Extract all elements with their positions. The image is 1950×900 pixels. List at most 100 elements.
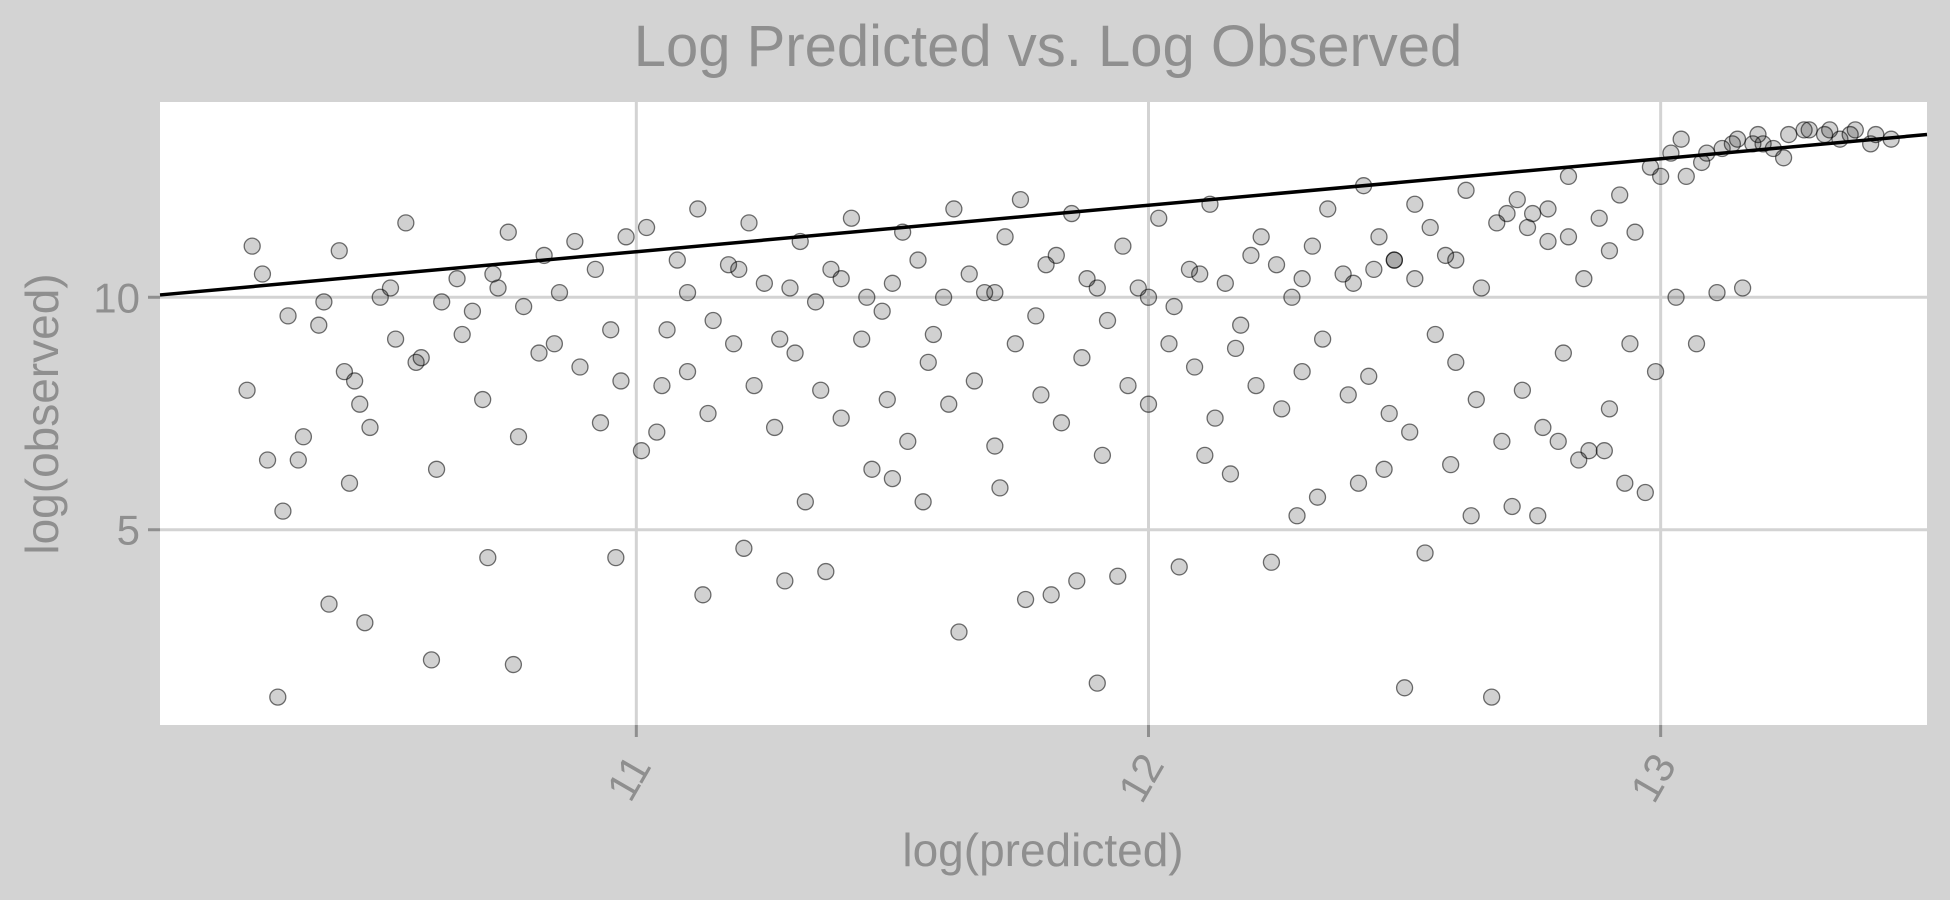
data-point	[1032, 386, 1050, 404]
data-point	[1483, 688, 1501, 706]
data-point	[853, 330, 871, 348]
data-point	[1626, 223, 1644, 241]
data-point	[1774, 149, 1793, 167]
ticks-layer: 11 12 13 5 10	[93, 274, 1685, 809]
data-point	[858, 288, 876, 306]
data-point	[1344, 274, 1363, 292]
data-point	[1554, 344, 1573, 362]
data-point	[1262, 553, 1281, 571]
data-point	[1421, 218, 1439, 237]
data-point	[914, 493, 932, 511]
data-point	[1042, 586, 1060, 604]
data-point	[1493, 432, 1511, 451]
data-point	[1114, 237, 1132, 255]
data-point	[1191, 265, 1209, 283]
data-point	[1846, 121, 1864, 139]
data-point	[310, 316, 328, 334]
data-point	[832, 270, 850, 288]
data-point	[1590, 209, 1608, 227]
data-point	[1539, 200, 1557, 218]
data-point	[269, 688, 287, 706]
data-point	[433, 293, 451, 311]
data-point	[1273, 400, 1291, 418]
data-point	[1575, 270, 1593, 288]
data-point	[1534, 418, 1552, 437]
data-point	[786, 344, 804, 362]
data-point	[397, 214, 415, 232]
data-point	[371, 288, 389, 306]
data-point	[448, 270, 466, 288]
data-point	[1170, 558, 1188, 576]
data-point	[658, 321, 676, 339]
data-point	[1600, 400, 1619, 418]
data-point	[1247, 376, 1265, 395]
data-point	[1180, 260, 1199, 279]
data-point	[745, 376, 763, 395]
data-point	[1221, 465, 1240, 483]
data-point	[1027, 307, 1045, 325]
data-point	[591, 414, 610, 432]
data-point	[1150, 209, 1168, 227]
data-point	[924, 325, 943, 344]
data-point	[1677, 167, 1695, 186]
data-point	[776, 572, 794, 590]
data-point	[1370, 228, 1388, 246]
data-point	[1539, 232, 1557, 251]
data-point	[755, 274, 774, 292]
data-point	[689, 200, 707, 218]
data-point	[427, 460, 446, 478]
data-point	[607, 548, 625, 567]
data-point	[1795, 121, 1813, 139]
data-point	[735, 539, 753, 557]
data-point	[1529, 507, 1547, 525]
data-point	[919, 353, 937, 372]
data-point	[1068, 572, 1086, 590]
data-point	[699, 404, 717, 423]
data-point	[340, 474, 359, 492]
data-point	[1462, 507, 1480, 525]
data-point	[1672, 130, 1690, 148]
data-point	[351, 395, 369, 413]
data-point	[514, 297, 533, 316]
data-point	[960, 265, 978, 283]
data-point	[1052, 414, 1071, 432]
data-point	[1503, 497, 1521, 516]
data-point	[356, 614, 374, 632]
data-point	[1733, 279, 1752, 297]
data-point	[1667, 288, 1685, 306]
data-point	[986, 437, 1004, 455]
reference-line	[159, 132, 1928, 297]
data-point	[489, 279, 507, 297]
data-point	[612, 372, 630, 390]
data-point	[1293, 363, 1311, 381]
data-point	[796, 493, 814, 511]
data-point	[1559, 167, 1578, 186]
data-point	[1646, 363, 1665, 381]
data-point	[1467, 390, 1485, 409]
data-point	[1196, 446, 1214, 464]
data-point	[1385, 251, 1403, 269]
data-point	[1636, 483, 1654, 502]
x-tick-label-1: 12	[1109, 746, 1173, 810]
data-point	[1206, 409, 1224, 427]
data-point	[965, 372, 984, 390]
data-point	[258, 451, 277, 469]
data-point	[361, 418, 379, 437]
data-point	[1442, 455, 1460, 474]
data-point	[1185, 358, 1204, 376]
data-point	[1401, 423, 1419, 441]
data-point	[883, 274, 902, 292]
data-point	[873, 302, 891, 320]
data-point	[1780, 125, 1798, 144]
data-point	[1119, 376, 1137, 395]
data-point	[1426, 325, 1444, 344]
data-point	[407, 353, 425, 372]
data-point	[1395, 679, 1414, 697]
data-point	[1313, 330, 1332, 348]
data-point	[1498, 204, 1516, 223]
data-point	[1513, 381, 1532, 399]
data-point	[1267, 256, 1286, 274]
data-point	[545, 335, 564, 353]
data-point	[1037, 256, 1055, 274]
data-point	[509, 428, 528, 446]
